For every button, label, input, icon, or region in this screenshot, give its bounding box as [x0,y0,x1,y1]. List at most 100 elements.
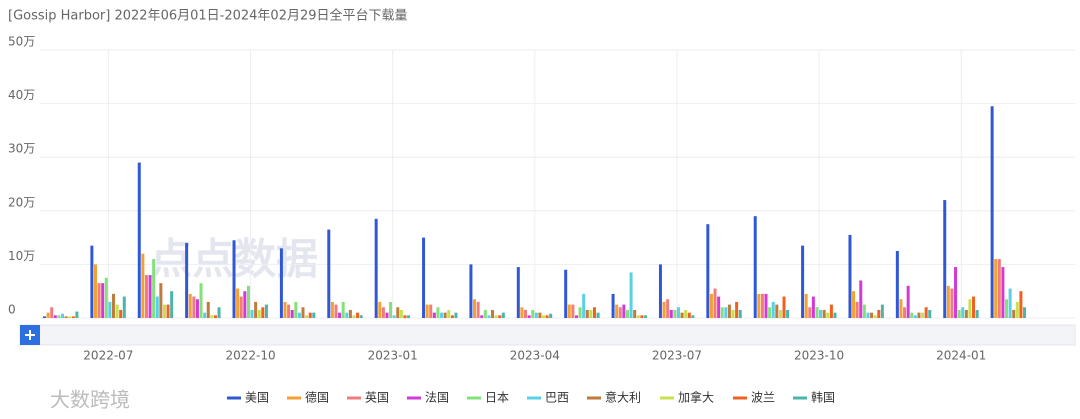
bar [436,307,440,318]
legend-label: 意大利 [605,390,641,405]
bar [706,224,710,318]
bar [757,293,761,318]
bar [246,285,250,318]
bar [687,312,691,318]
bar [691,315,695,318]
bar [422,237,426,318]
bar [808,307,812,318]
y-tick-label: 50万 [8,35,35,49]
bar [115,304,119,318]
bar [950,288,954,318]
bar [673,309,677,318]
bar [104,277,108,318]
bar [680,312,684,318]
bar [101,283,105,318]
bar [629,272,633,318]
bar [870,312,874,318]
bar [283,301,287,318]
bar [327,229,331,318]
bar [946,285,950,318]
bar [567,304,571,318]
bar [640,315,644,318]
bar [294,301,298,318]
bar [206,301,210,318]
bar [538,312,542,318]
bar [399,309,403,318]
bar [669,309,673,318]
bar [662,301,666,318]
bar [334,304,338,318]
bar [906,285,910,318]
bar [308,312,312,318]
bar [1023,307,1027,318]
bar [592,307,596,318]
bar [359,315,363,318]
bar [782,296,786,318]
legend-label: 日本 [485,391,509,405]
bar [786,309,790,318]
bar [305,315,309,318]
bar [352,315,356,318]
legend-label: 波兰 [751,391,775,405]
bar [381,307,385,318]
bar [578,307,582,318]
bar [611,293,615,318]
bar [385,312,389,318]
bar [312,312,316,318]
bar [476,301,480,318]
bar [407,315,411,318]
bar [855,301,859,318]
bar [341,301,345,318]
bar [727,304,731,318]
x-tick-label: 2023-01 [368,349,418,363]
bar [954,267,958,318]
zoom-slider[interactable] [19,324,1076,346]
bar [159,283,163,318]
bar [61,313,64,318]
bar [582,293,586,318]
bar [928,309,932,318]
bar [250,309,254,318]
bar [108,301,112,318]
bar [403,315,407,318]
y-tick-label: 30万 [8,142,35,156]
bar [852,291,856,318]
bar [450,315,454,318]
bar [564,269,568,318]
bar [144,275,148,318]
bar [625,309,629,318]
bar [97,283,101,318]
bar [429,304,433,318]
bar [93,264,97,318]
bar [764,293,768,318]
bar [122,296,126,318]
bar [895,251,899,318]
bar [141,253,145,318]
bar [804,293,808,318]
bar [473,299,477,318]
bar [46,312,50,318]
bar [254,301,258,318]
bar [257,309,261,318]
bar [152,259,156,318]
bar [527,315,531,318]
bar [531,309,535,318]
bar [534,312,538,318]
bar [50,307,54,318]
x-tick-label: 2023-10 [794,349,844,363]
legend-label: 韩国 [811,390,835,405]
y-tick-label: 40万 [8,88,35,102]
bar [162,304,166,318]
bar [111,293,115,318]
bar [192,296,196,318]
bar [239,296,243,318]
bar [903,307,907,318]
bar [301,307,305,318]
bar [487,315,491,318]
bar [389,301,393,318]
watermarks: 点点数据 大数跨境 [50,235,318,412]
x-tick-label: 2024-01 [936,349,986,363]
bar [155,296,159,318]
bar [432,312,436,318]
bar [921,312,925,318]
